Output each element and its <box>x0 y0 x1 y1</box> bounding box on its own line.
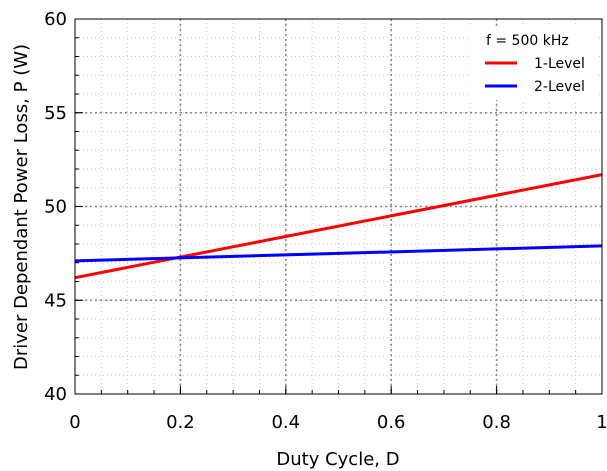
x-axis-title: Duty Cycle, D <box>276 449 399 470</box>
x-tick-label: 0.8 <box>482 412 511 433</box>
x-tick-label: 1 <box>596 412 607 433</box>
series-line-1-level <box>74 173 603 280</box>
y-tick-label: 45 <box>44 290 67 311</box>
ticks: 0 0.2 0.4 0.6 0.8 1 40 45 50 55 60 <box>44 9 607 433</box>
y-tick-label: 60 <box>44 9 67 30</box>
x-tick-label: 0 <box>69 412 80 433</box>
legend-label-1-level: 1-Level <box>534 56 585 72</box>
x-tick-label: 0.6 <box>377 412 406 433</box>
series-line-2-level <box>74 244 603 263</box>
legend-title: f = 500 kHz <box>486 33 569 49</box>
y-tick-label: 40 <box>44 384 67 405</box>
y-tick-label: 55 <box>44 103 67 124</box>
y-tick-label: 50 <box>44 197 67 218</box>
y-axis-title: Driver Dependant Power Loss, P (W) <box>11 44 32 370</box>
legend-label-2-level: 2-Level <box>534 79 585 95</box>
x-tick-label: 0.4 <box>271 412 300 433</box>
legend: f = 500 kHz 1-Level 2-Level <box>470 26 596 100</box>
series-group <box>74 173 603 280</box>
grid <box>75 19 602 394</box>
x-tick-label: 0.2 <box>166 412 195 433</box>
